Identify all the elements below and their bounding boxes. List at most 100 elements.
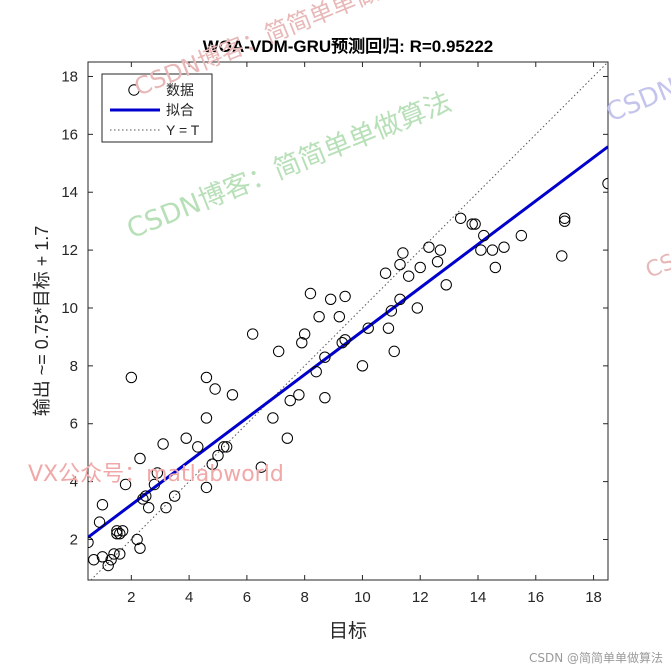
data-point xyxy=(486,244,499,256)
data-point xyxy=(134,542,146,554)
data-point xyxy=(489,261,502,274)
data-point xyxy=(102,559,114,572)
data-point xyxy=(168,490,181,502)
legend-marker-data xyxy=(128,84,140,96)
data-point xyxy=(148,478,161,491)
data-point xyxy=(160,501,172,514)
plot-area xyxy=(87,61,609,581)
data-point xyxy=(200,481,213,494)
data-point xyxy=(226,389,239,401)
data-point xyxy=(209,383,221,395)
data-point xyxy=(515,229,528,242)
data-point xyxy=(397,247,409,259)
data-point xyxy=(134,452,146,465)
data-point xyxy=(556,250,568,262)
y-axis-label: 输出 ~= 0.75*目标 + 1.7 xyxy=(32,226,52,417)
data-point xyxy=(218,441,230,453)
x-tick-label: 8 xyxy=(300,589,308,606)
data-point xyxy=(475,244,487,256)
data-point xyxy=(180,432,192,444)
data-point xyxy=(206,458,218,470)
x-tick-label: 4 xyxy=(185,589,193,606)
data-point xyxy=(333,310,346,323)
data-point xyxy=(394,258,406,271)
x-tick-label: 10 xyxy=(354,589,371,606)
y-tick-label: 18 xyxy=(61,68,78,85)
x-tick-label: 14 xyxy=(470,589,487,606)
data-point xyxy=(339,334,351,346)
legend-label: Y = T xyxy=(166,122,200,138)
data-point xyxy=(310,365,322,378)
x-tick-label: 12 xyxy=(412,589,429,606)
data-point xyxy=(313,310,325,323)
data-point xyxy=(558,212,571,224)
data-point xyxy=(388,345,400,358)
data-point xyxy=(394,293,406,305)
legend-label: 数据 xyxy=(166,82,194,98)
footer-credit: CSDN @简简单单做算法 xyxy=(528,651,663,665)
data-point xyxy=(319,391,331,404)
data-point xyxy=(498,241,510,253)
data-point xyxy=(319,351,331,363)
y-tick-label: 12 xyxy=(61,242,78,259)
chart-title: WOA-VDM-GRU预测回归: R=0.95222 xyxy=(203,36,493,56)
data-point xyxy=(88,554,100,566)
y-tick-label: 4 xyxy=(70,474,78,491)
data-point xyxy=(88,536,94,549)
data-point xyxy=(296,337,308,349)
data-point xyxy=(382,322,395,334)
data-point xyxy=(293,389,305,401)
data-point xyxy=(454,212,467,224)
data-point xyxy=(478,229,490,242)
x-tick-label: 6 xyxy=(243,589,251,606)
data-point xyxy=(108,548,120,560)
data-point xyxy=(336,337,348,349)
x-axis-label: 目标 xyxy=(329,620,367,642)
x-tick-label: 18 xyxy=(585,589,602,606)
legend-box xyxy=(101,73,213,143)
y-tick-label: 10 xyxy=(61,300,78,317)
data-point xyxy=(272,345,285,358)
plot-content xyxy=(88,62,608,580)
data-point xyxy=(111,527,123,540)
data-point xyxy=(142,501,155,514)
data-point xyxy=(385,305,398,317)
data-point xyxy=(466,218,478,230)
data-point xyxy=(434,244,447,256)
data-point xyxy=(298,328,311,340)
data-point xyxy=(140,490,152,502)
data-point xyxy=(411,302,424,314)
data-point xyxy=(125,371,138,384)
data-point xyxy=(281,432,294,444)
data-point xyxy=(414,261,426,274)
data-point xyxy=(105,554,117,566)
data-point xyxy=(558,215,571,227)
y-tick-label: 2 xyxy=(70,531,78,548)
data-point xyxy=(114,527,126,540)
data-point xyxy=(119,478,132,491)
y-tick-label: 6 xyxy=(70,416,78,433)
data-point xyxy=(192,441,204,453)
data-point xyxy=(304,287,317,300)
x-tick-label: 16 xyxy=(527,589,544,606)
data-point xyxy=(111,525,123,537)
data-point xyxy=(379,267,392,279)
data-point xyxy=(93,516,106,528)
data-point xyxy=(284,394,296,407)
data-point xyxy=(469,218,481,230)
data-point xyxy=(116,525,129,537)
data-point xyxy=(200,371,213,384)
data-point xyxy=(246,328,259,340)
x-tick-label: 2 xyxy=(127,589,135,606)
data-point xyxy=(200,412,213,424)
data-point xyxy=(137,493,149,505)
data-point xyxy=(431,255,444,268)
data-point xyxy=(602,177,608,190)
y-tick-label: 14 xyxy=(61,184,78,201)
data-point xyxy=(131,533,143,546)
data-point xyxy=(324,293,337,305)
data-point xyxy=(440,279,452,291)
data-point xyxy=(114,548,126,560)
data-point xyxy=(96,499,109,511)
